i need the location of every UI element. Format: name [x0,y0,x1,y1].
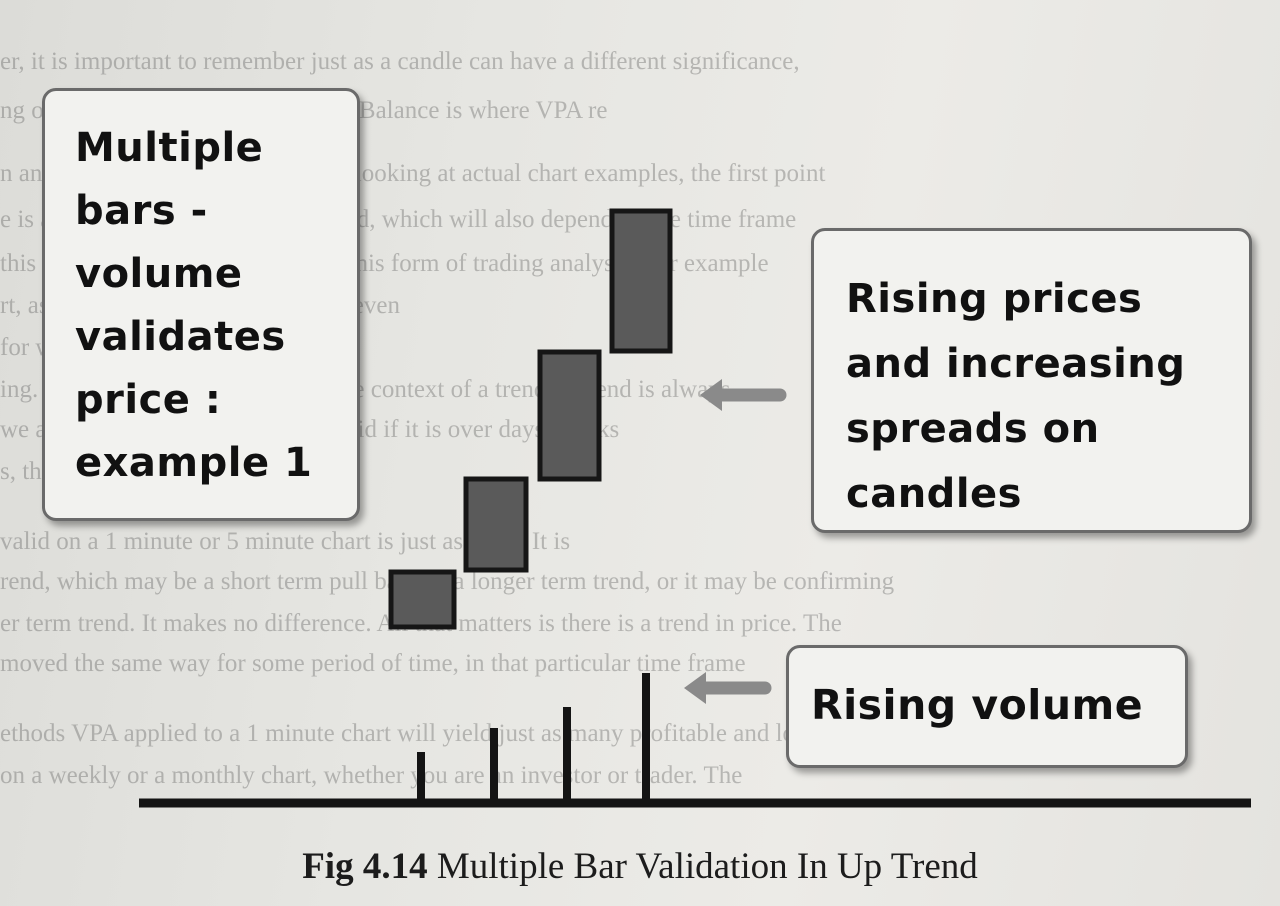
callout-text-line: Multiple [75,125,264,171]
callout-text-line: example 1 [75,440,313,486]
left-arrow-icon [700,379,787,411]
candle-2 [463,476,529,573]
callout-text-line: price : [75,377,222,423]
callout-multiple-bars: Multiple bars - volume validates price :… [42,88,360,521]
callout-text-line: Rising prices [846,276,1143,322]
callout-text-line: spreads on [846,406,1100,452]
callout-text-line: candles [846,471,1022,517]
callout-text-line: Rising volume [811,681,1144,729]
candle-4 [609,208,673,354]
callout-rising-volume: Rising volume [786,645,1188,768]
candle-3 [537,349,602,482]
callout-rising-prices: Rising prices and increasing spreads on … [811,228,1252,533]
figure-caption: Fig 4.14 Multiple Bar Validation In Up T… [0,845,1280,888]
callout-text-line: volume [75,251,243,297]
callout-text-line: bars - [75,188,208,234]
candle-1 [388,569,457,630]
callout-text-line: and increasing [846,341,1186,387]
figure-number: Fig 4.14 [302,846,428,887]
left-arrow-icon [684,672,772,704]
figure-title: Multiple Bar Validation In Up Trend [436,846,978,887]
callout-text-line: validates [75,314,286,360]
